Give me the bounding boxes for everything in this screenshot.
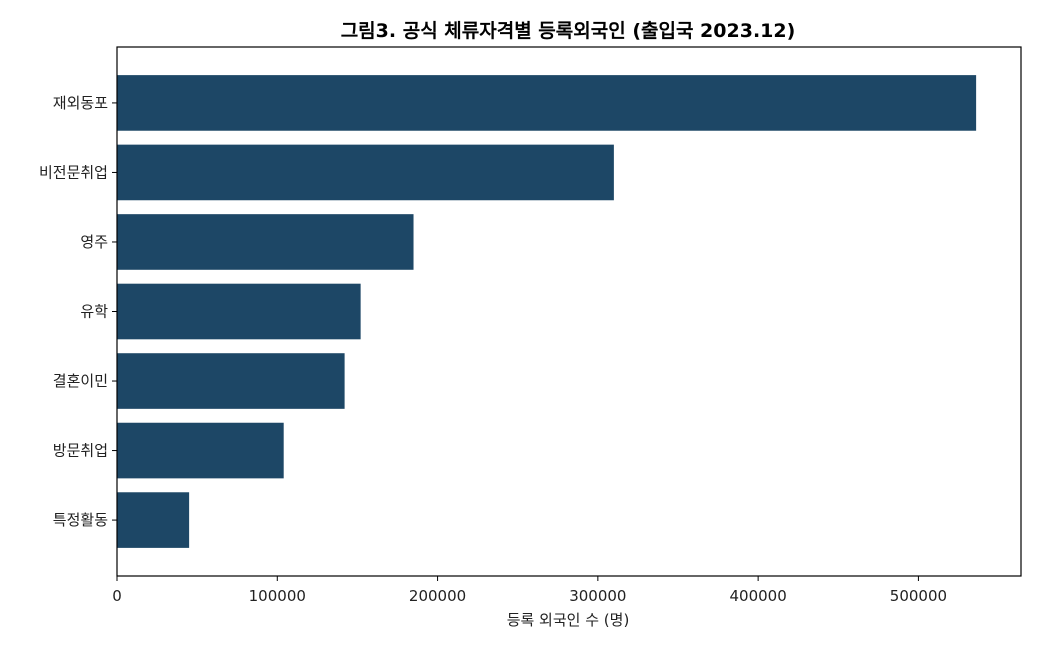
bars-group: [117, 75, 977, 548]
bar-재외동포: [117, 75, 977, 131]
y-tick-label: 재외동포: [53, 94, 108, 112]
y-tick-label: 결혼이민: [53, 372, 108, 390]
x-tick-label: 500000: [890, 587, 947, 605]
x-axis-label: 등록 외국인 수 (명): [507, 611, 630, 629]
bar-영주: [117, 214, 414, 270]
y-tick-label: 영주: [80, 233, 108, 251]
bar-결혼이민: [117, 353, 345, 409]
x-tick-label: 0: [112, 587, 122, 605]
y-tick-label: 비전문취업: [39, 163, 108, 181]
chart-title: 그림3. 공식 체류자격별 등록외국인 (출입국 2023.12): [341, 20, 796, 42]
bar-비전문취업: [117, 144, 614, 201]
x-axis-ticks: 0 100000 200000 300000 400000 500000: [112, 576, 947, 605]
y-tick-label: 방문취업: [53, 442, 108, 460]
plot-frame: [116, 46, 1022, 577]
x-tick-label: 100000: [249, 587, 306, 605]
x-tick-label: 200000: [409, 587, 466, 605]
bar-유학: [117, 283, 361, 340]
y-tick-label: 유학: [80, 303, 108, 321]
bar-특정활동: [117, 492, 190, 548]
y-tick-label: 특정활동: [53, 511, 108, 529]
bar-방문취업: [117, 422, 284, 479]
x-tick-label: 400000: [730, 587, 787, 605]
x-tick-label: 300000: [569, 587, 626, 605]
